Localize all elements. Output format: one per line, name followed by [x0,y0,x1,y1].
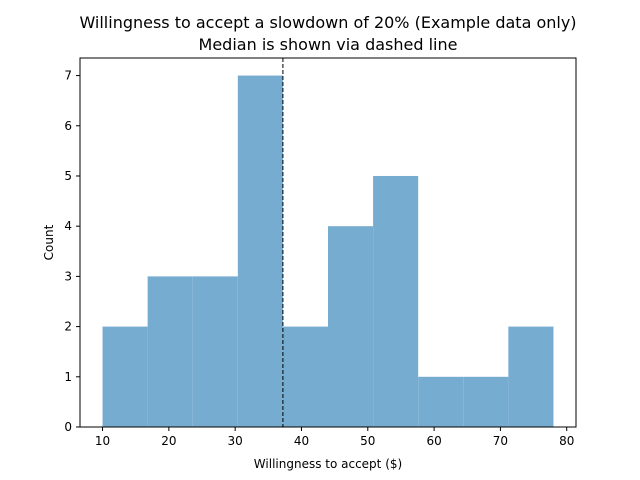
x-tick-label: 30 [228,434,243,448]
y-tick-label: 4 [64,219,72,233]
chart-title: Willingness to accept a slowdown of 20% … [79,13,576,32]
histogram-bar [237,75,283,428]
y-tick-label: 2 [64,320,72,334]
histogram-bar [328,226,374,427]
x-axis-label: Willingness to accept ($) [254,457,402,471]
y-axis-ticks: 0 1 2 3 4 5 6 7 [64,69,80,434]
histogram-bar [373,175,419,427]
histogram-bar [463,376,509,427]
x-axis-ticks: 10 20 30 40 50 60 70 80 [95,427,574,448]
histogram-bar [192,276,238,427]
y-tick-label: 6 [64,119,72,133]
y-tick-label: 1 [64,370,72,384]
plot-frame [79,57,577,428]
histogram-bar [282,326,328,427]
y-tick-label: 7 [64,69,72,83]
x-tick-label: 80 [559,434,574,448]
x-tick-label: 20 [161,434,176,448]
x-tick-label: 40 [294,434,309,448]
histogram-bar [418,376,464,427]
histogram-bar [147,276,193,427]
y-axis-label: Count [42,224,56,260]
y-tick-label: 5 [64,169,72,183]
x-tick-label: 70 [493,434,508,448]
chart-subtitle: Median is shown via dashed line [199,35,458,54]
x-tick-label: 60 [426,434,441,448]
bars-group [102,75,554,428]
histogram-bar [508,326,554,427]
x-tick-label: 10 [95,434,110,448]
histogram-bar [102,326,148,427]
y-tick-label: 0 [64,420,72,434]
x-tick-label: 50 [360,434,375,448]
y-tick-label: 3 [64,269,72,283]
